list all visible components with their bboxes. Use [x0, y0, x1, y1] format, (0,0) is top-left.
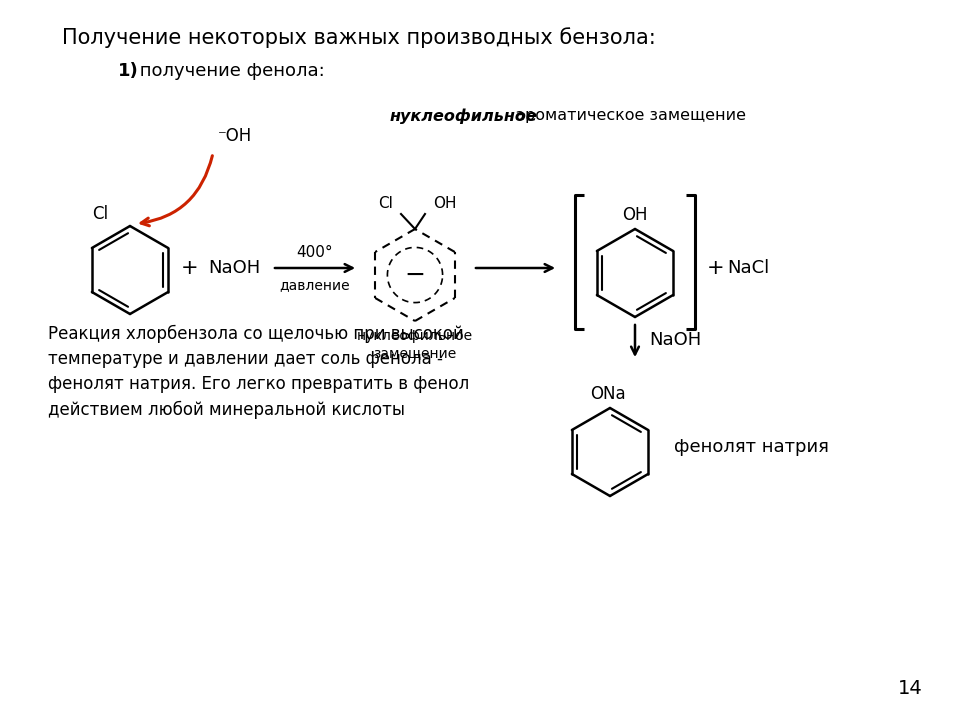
Text: ароматическое замещение: ароматическое замещение — [510, 108, 746, 123]
Text: нуклеофильное: нуклеофильное — [390, 108, 538, 124]
Text: Cl: Cl — [92, 205, 108, 223]
Text: +: + — [181, 258, 199, 278]
Text: фенолят натрия: фенолят натрия — [674, 438, 828, 456]
Text: 14: 14 — [898, 679, 923, 698]
Text: OH: OH — [622, 206, 648, 224]
Text: NaCl: NaCl — [727, 259, 769, 277]
Text: 400°: 400° — [297, 245, 333, 260]
Text: −: − — [404, 263, 425, 287]
Text: +: + — [707, 258, 725, 278]
Text: Получение некоторых важных производных бензола:: Получение некоторых важных производных б… — [62, 27, 656, 48]
Text: Cl: Cl — [378, 196, 393, 211]
Text: нуклеофильное
замещение: нуклеофильное замещение — [357, 329, 473, 360]
Text: Реакция хлорбензола со щелочью при высокой
температуре и давлении дает соль фено: Реакция хлорбензола со щелочью при высок… — [48, 325, 469, 418]
Text: ⁻OH: ⁻OH — [218, 127, 252, 145]
Text: 1): 1) — [118, 62, 139, 80]
Text: OH: OH — [433, 196, 457, 211]
Text: давление: давление — [279, 278, 350, 292]
Text: NaOH: NaOH — [649, 331, 701, 349]
Text: получение фенола:: получение фенола: — [134, 62, 324, 80]
Text: NaOH: NaOH — [208, 259, 260, 277]
Text: ONa: ONa — [590, 385, 626, 403]
